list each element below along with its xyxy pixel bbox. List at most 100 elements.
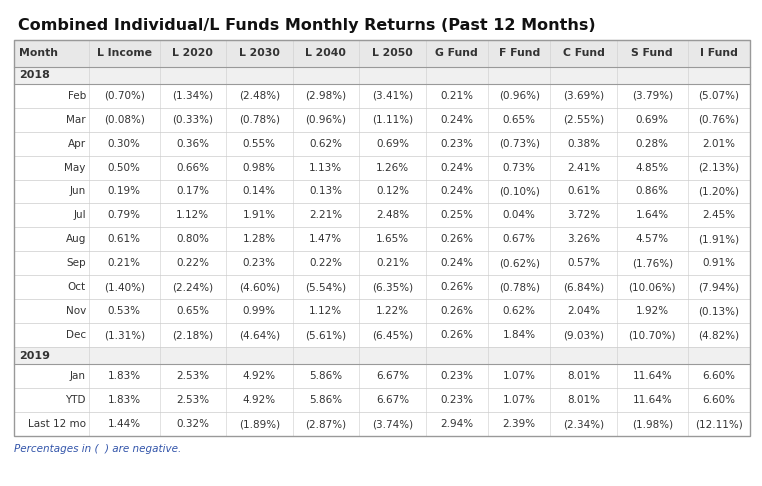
- Text: 0.65%: 0.65%: [176, 306, 210, 316]
- Text: 5.86%: 5.86%: [309, 371, 342, 381]
- Text: 0.21%: 0.21%: [440, 91, 473, 101]
- Text: 1.07%: 1.07%: [503, 395, 536, 405]
- Text: 0.73%: 0.73%: [503, 163, 536, 173]
- Text: 0.36%: 0.36%: [176, 139, 210, 149]
- Text: 0.69%: 0.69%: [636, 115, 669, 125]
- Text: 0.21%: 0.21%: [107, 258, 141, 268]
- Text: 2018: 2018: [19, 70, 50, 80]
- Text: (1.31%): (1.31%): [104, 330, 145, 340]
- Text: (6.45%): (6.45%): [372, 330, 413, 340]
- Text: I Fund: I Fund: [700, 48, 738, 58]
- Text: (1.91%): (1.91%): [698, 234, 739, 244]
- Text: (1.76%): (1.76%): [632, 258, 673, 268]
- Text: 1.12%: 1.12%: [309, 306, 342, 316]
- Text: (6.84%): (6.84%): [563, 282, 604, 292]
- Text: (0.96%): (0.96%): [306, 115, 347, 125]
- Text: (4.64%): (4.64%): [239, 330, 280, 340]
- Text: (0.76%): (0.76%): [698, 115, 739, 125]
- Text: 6.60%: 6.60%: [703, 371, 735, 381]
- Text: Oct: Oct: [68, 282, 86, 292]
- Text: 0.14%: 0.14%: [243, 187, 276, 196]
- Text: (0.13%): (0.13%): [698, 306, 739, 316]
- Text: (1.34%): (1.34%): [172, 91, 213, 101]
- Text: Jun: Jun: [69, 187, 86, 196]
- Text: (0.78%): (0.78%): [239, 115, 280, 125]
- Text: (5.07%): (5.07%): [698, 91, 739, 101]
- Text: 1.13%: 1.13%: [309, 163, 342, 173]
- Text: 1.07%: 1.07%: [503, 371, 536, 381]
- Text: (0.70%): (0.70%): [104, 91, 145, 101]
- Text: 0.24%: 0.24%: [440, 115, 473, 125]
- Text: Combined Individual/L Funds Monthly Returns (Past 12 Months): Combined Individual/L Funds Monthly Retu…: [18, 18, 596, 33]
- Text: 2.21%: 2.21%: [309, 210, 342, 221]
- Text: Last 12 mo: Last 12 mo: [28, 419, 86, 429]
- Text: S Fund: S Fund: [632, 48, 673, 58]
- Text: 2.48%: 2.48%: [376, 210, 409, 221]
- Text: 0.38%: 0.38%: [567, 139, 600, 149]
- Bar: [14, 364, 750, 388]
- Text: (4.60%): (4.60%): [239, 282, 280, 292]
- Text: (1.20%): (1.20%): [698, 187, 739, 196]
- Text: 0.28%: 0.28%: [636, 139, 669, 149]
- Text: (2.55%): (2.55%): [563, 115, 604, 125]
- Text: 2019: 2019: [19, 350, 50, 361]
- Text: (5.61%): (5.61%): [306, 330, 347, 340]
- Text: (3.79%): (3.79%): [632, 91, 673, 101]
- Text: 6.67%: 6.67%: [376, 395, 409, 405]
- Text: 0.62%: 0.62%: [309, 139, 342, 149]
- Text: 0.25%: 0.25%: [440, 210, 473, 221]
- Text: 0.26%: 0.26%: [440, 306, 473, 316]
- Text: 0.19%: 0.19%: [107, 187, 141, 196]
- Text: L 2030: L 2030: [239, 48, 280, 58]
- Bar: [14, 132, 750, 156]
- Text: Month: Month: [19, 48, 58, 58]
- Text: 1.83%: 1.83%: [107, 395, 141, 405]
- Text: 5.86%: 5.86%: [309, 395, 342, 405]
- Text: (2.98%): (2.98%): [306, 91, 347, 101]
- Text: (0.62%): (0.62%): [498, 258, 539, 268]
- Text: (0.96%): (0.96%): [498, 91, 539, 101]
- Text: (9.03%): (9.03%): [563, 330, 604, 340]
- Text: 6.67%: 6.67%: [376, 371, 409, 381]
- Text: Mar: Mar: [66, 115, 86, 125]
- Text: (5.54%): (5.54%): [306, 282, 347, 292]
- Text: 1.44%: 1.44%: [107, 419, 141, 429]
- Text: 0.23%: 0.23%: [440, 395, 473, 405]
- Text: 2.41%: 2.41%: [567, 163, 600, 173]
- Bar: [14, 412, 750, 436]
- Text: 0.61%: 0.61%: [567, 187, 600, 196]
- Text: (0.10%): (0.10%): [499, 187, 539, 196]
- Bar: [14, 204, 750, 227]
- Text: (2.13%): (2.13%): [698, 163, 739, 173]
- Text: 0.80%: 0.80%: [176, 234, 210, 244]
- Text: (2.34%): (2.34%): [563, 419, 604, 429]
- Text: 0.23%: 0.23%: [440, 139, 473, 149]
- Text: 0.23%: 0.23%: [243, 258, 276, 268]
- Text: 0.69%: 0.69%: [376, 139, 409, 149]
- Text: F Fund: F Fund: [498, 48, 539, 58]
- Text: 0.12%: 0.12%: [376, 187, 409, 196]
- Bar: [14, 299, 750, 323]
- Text: 11.64%: 11.64%: [632, 395, 672, 405]
- Text: 4.92%: 4.92%: [243, 371, 276, 381]
- Bar: [14, 108, 750, 132]
- Text: 0.26%: 0.26%: [440, 330, 473, 340]
- Text: 1.12%: 1.12%: [176, 210, 210, 221]
- Text: 0.13%: 0.13%: [309, 187, 342, 196]
- Bar: [14, 84, 750, 108]
- Text: (3.69%): (3.69%): [563, 91, 604, 101]
- Text: 0.26%: 0.26%: [440, 282, 473, 292]
- Text: 1.47%: 1.47%: [309, 234, 342, 244]
- Text: 0.24%: 0.24%: [440, 163, 473, 173]
- Text: (3.74%): (3.74%): [372, 419, 413, 429]
- Text: 1.84%: 1.84%: [503, 330, 536, 340]
- Text: 2.01%: 2.01%: [703, 139, 735, 149]
- Text: (1.40%): (1.40%): [104, 282, 145, 292]
- Bar: [14, 67, 750, 84]
- Text: 0.98%: 0.98%: [243, 163, 276, 173]
- Text: (0.78%): (0.78%): [498, 282, 539, 292]
- Text: (4.82%): (4.82%): [698, 330, 739, 340]
- Text: 11.64%: 11.64%: [632, 371, 672, 381]
- Text: Sep: Sep: [66, 258, 86, 268]
- Bar: [14, 40, 750, 436]
